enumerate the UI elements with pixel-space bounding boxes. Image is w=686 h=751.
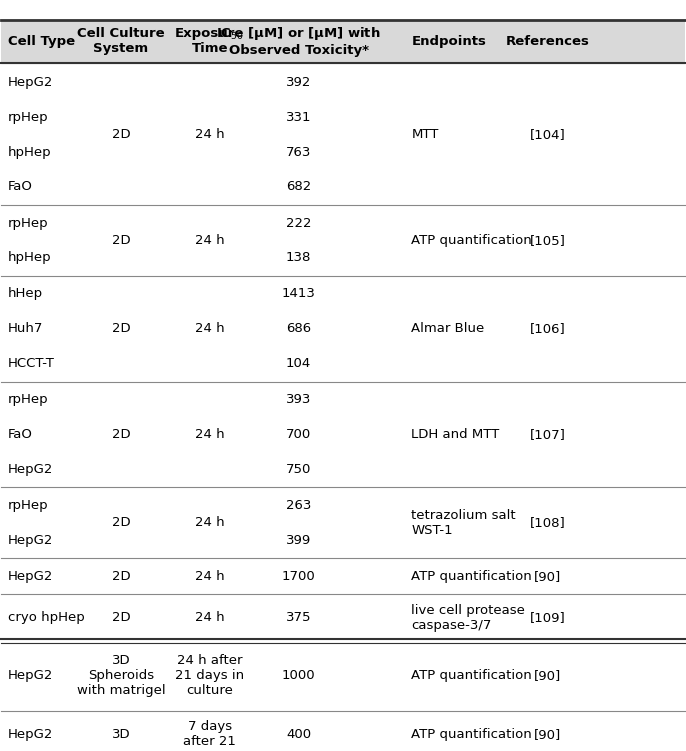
Text: [106]: [106]	[530, 322, 566, 335]
Text: 263: 263	[286, 499, 311, 511]
Text: 3D
Spheroids
with matrigel: 3D Spheroids with matrigel	[77, 654, 165, 698]
Text: HepG2: HepG2	[8, 570, 54, 583]
Text: HCCT-T: HCCT-T	[8, 357, 55, 370]
Text: 2D: 2D	[112, 570, 130, 583]
Text: FaO: FaO	[8, 428, 33, 441]
Text: MTT: MTT	[412, 128, 439, 141]
Text: ATP quantification: ATP quantification	[412, 669, 532, 683]
Text: 682: 682	[286, 180, 311, 193]
Text: HepG2: HepG2	[8, 463, 54, 475]
Text: [107]: [107]	[530, 428, 566, 441]
Text: HepG2: HepG2	[8, 728, 54, 740]
Text: Cell Type: Cell Type	[8, 35, 75, 48]
Text: 24 h: 24 h	[195, 570, 224, 583]
Text: ATP quantification: ATP quantification	[412, 570, 532, 583]
Text: [90]: [90]	[534, 669, 562, 683]
Text: 24 h: 24 h	[195, 128, 224, 141]
Text: References: References	[506, 35, 590, 48]
Text: rpHep: rpHep	[8, 393, 49, 406]
Text: 2D: 2D	[112, 516, 130, 529]
Text: 24 h: 24 h	[195, 516, 224, 529]
Text: 1700: 1700	[282, 570, 316, 583]
Text: 700: 700	[286, 428, 311, 441]
Text: 2D: 2D	[112, 322, 130, 335]
Text: 7 days
after 21: 7 days after 21	[183, 720, 236, 748]
Text: 686: 686	[286, 322, 311, 335]
Text: 392: 392	[286, 76, 311, 89]
Text: [105]: [105]	[530, 234, 566, 247]
Text: Endpoints: Endpoints	[412, 35, 486, 48]
Text: 104: 104	[286, 357, 311, 370]
Text: 2D: 2D	[112, 234, 130, 247]
Text: 24 h: 24 h	[195, 428, 224, 441]
Text: ATP quantification: ATP quantification	[412, 728, 532, 740]
Text: rpHep: rpHep	[8, 499, 49, 511]
Text: 3D: 3D	[112, 728, 130, 740]
Text: 1413: 1413	[282, 288, 316, 300]
Text: 24 h: 24 h	[195, 611, 224, 624]
Text: 2D: 2D	[112, 611, 130, 624]
Text: 24 h: 24 h	[195, 322, 224, 335]
Text: 2D: 2D	[112, 128, 130, 141]
Text: 375: 375	[286, 611, 311, 624]
Text: IC$_{50}$ [μM] or [μM] with
Observed Toxicity*: IC$_{50}$ [μM] or [μM] with Observed Tox…	[216, 26, 381, 57]
Text: 138: 138	[286, 252, 311, 264]
Text: 393: 393	[286, 393, 311, 406]
Text: [90]: [90]	[534, 728, 562, 740]
Text: rpHep: rpHep	[8, 111, 49, 124]
Text: FaO: FaO	[8, 180, 33, 193]
Text: live cell protease
caspase-3/7: live cell protease caspase-3/7	[412, 604, 525, 632]
Text: LDH and MTT: LDH and MTT	[412, 428, 499, 441]
Text: HepG2: HepG2	[8, 76, 54, 89]
Text: 750: 750	[286, 463, 311, 475]
Text: 400: 400	[286, 728, 311, 740]
Text: 2D: 2D	[112, 428, 130, 441]
Text: 1000: 1000	[282, 669, 316, 683]
Text: rpHep: rpHep	[8, 216, 49, 230]
Text: 24 h: 24 h	[195, 234, 224, 247]
Text: hHep: hHep	[8, 288, 43, 300]
Text: Exposure
Time: Exposure Time	[175, 27, 244, 56]
Text: 24 h after
21 days in
culture: 24 h after 21 days in culture	[175, 654, 244, 698]
Text: [109]: [109]	[530, 611, 566, 624]
Text: [104]: [104]	[530, 128, 566, 141]
Bar	[1, 20, 685, 63]
Text: Almar Blue: Almar Blue	[412, 322, 484, 335]
Text: HepG2: HepG2	[8, 669, 54, 683]
Text: [90]: [90]	[534, 570, 562, 583]
Text: tetrazolium salt
WST-1: tetrazolium salt WST-1	[412, 508, 516, 537]
Text: 399: 399	[286, 533, 311, 547]
Text: 331: 331	[286, 111, 311, 124]
Text: Huh7: Huh7	[8, 322, 44, 335]
Text: Cell Culture
System: Cell Culture System	[77, 27, 165, 56]
Text: ATP quantification: ATP quantification	[412, 234, 532, 247]
Text: cryo hpHep: cryo hpHep	[8, 611, 85, 624]
Text: hpHep: hpHep	[8, 252, 52, 264]
Text: HepG2: HepG2	[8, 533, 54, 547]
Text: 222: 222	[286, 216, 311, 230]
Text: [108]: [108]	[530, 516, 566, 529]
Text: 763: 763	[286, 146, 311, 158]
Text: hpHep: hpHep	[8, 146, 52, 158]
